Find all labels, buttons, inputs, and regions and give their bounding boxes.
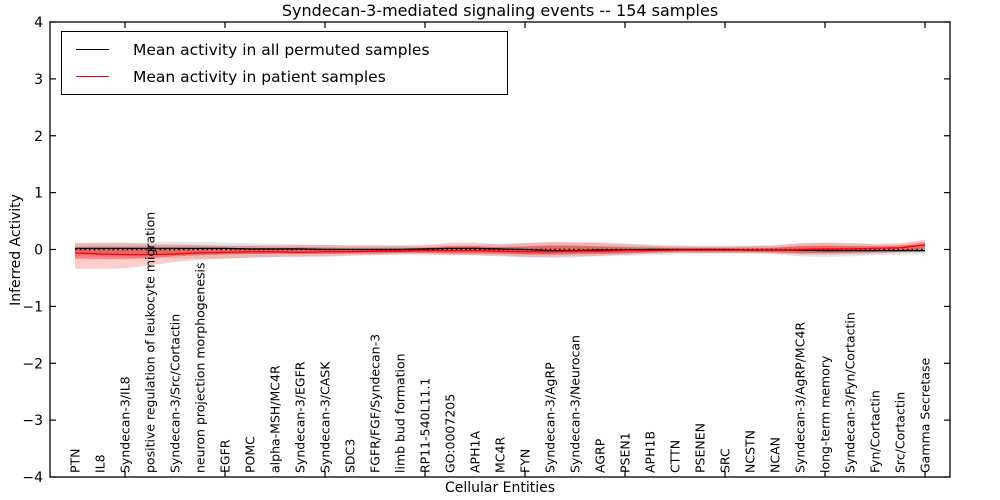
x-category-label: positive regulation of leukocyte migrati… xyxy=(143,212,158,473)
x-category-label: Syndecan-3/CASK xyxy=(318,361,333,473)
x-category-label: IL8 xyxy=(93,454,108,473)
x-category-label: Syndecan-3/AgRP xyxy=(543,362,558,473)
x-category-label: Fyn/Cortactin xyxy=(868,390,883,473)
legend-entry-patient: Mean activity in patient samples xyxy=(62,64,507,90)
x-category-label: FYN xyxy=(518,449,533,473)
x-category-label: PSENEN xyxy=(693,423,708,473)
y-tick-label: 4 xyxy=(34,15,43,31)
x-category-label: SDC3 xyxy=(343,439,358,473)
legend-label-patient: Mean activity in patient samples xyxy=(133,67,386,86)
x-category-label: AGRP xyxy=(593,438,608,473)
x-category-label: Src/Cortactin xyxy=(893,392,908,473)
legend: Mean activity in all permuted samples Me… xyxy=(61,31,508,95)
legend-line-patient-icon xyxy=(76,76,109,77)
x-category-label: Syndecan-3/Src/Cortactin xyxy=(168,314,183,473)
x-category-label: limb bud formation xyxy=(393,353,408,473)
x-category-label: EGFR xyxy=(218,439,233,473)
permuted-band-outer xyxy=(75,241,925,259)
x-category-label: CTTN xyxy=(668,440,683,473)
x-category-label: Syndecan-3/AgRP/MC4R xyxy=(793,322,808,473)
legend-label-permuted: Mean activity in all permuted samples xyxy=(133,40,430,59)
x-category-label: APH1A xyxy=(468,431,483,473)
legend-line-permuted-icon xyxy=(76,49,109,50)
x-axis-label: Cellular Entities xyxy=(444,480,556,496)
x-category-label: MC4R xyxy=(493,437,508,473)
y-tick-label: −3 xyxy=(22,413,43,429)
chart-title: Syndecan-3-mediated signaling events -- … xyxy=(281,1,719,20)
y-tick-label: −1 xyxy=(22,299,43,315)
x-category-label: PSEN1 xyxy=(618,432,633,473)
x-category-label: Syndecan-3/Fyn/Cortactin xyxy=(843,312,858,473)
y-tick-label: 3 xyxy=(34,72,43,88)
y-tick-label: 0 xyxy=(34,243,43,259)
x-category-label: FGFR/FGF/Syndecan-3 xyxy=(368,334,383,473)
x-category-label: neuron projection morphogenesis xyxy=(193,262,208,473)
x-category-label: alpha-MSH/MC4R xyxy=(268,365,283,473)
x-category-label: Syndecan-3/Neurocan xyxy=(568,335,583,473)
x-category-label: Syndecan-3/EGFR xyxy=(293,361,308,473)
x-category-label: GO:0007205 xyxy=(443,394,458,473)
x-category-label: PTN xyxy=(68,448,83,473)
x-category-label: Gamma Secretase xyxy=(918,358,933,473)
y-tick-label: −4 xyxy=(22,470,43,486)
patient-band-outer xyxy=(75,239,925,269)
x-category-label: SRC xyxy=(718,448,733,473)
y-tick-label: 1 xyxy=(34,186,43,202)
patient-mean-line xyxy=(74,244,926,256)
x-category-label: RP11-540L11.1 xyxy=(418,378,433,473)
x-category-label: POMC xyxy=(243,436,258,473)
y-tick-label: −2 xyxy=(22,356,43,372)
x-category-label: APH1B xyxy=(643,431,658,473)
x-category-label: long-term memory xyxy=(818,355,833,473)
x-category-label: Syndecan-3/IL8 xyxy=(118,376,133,473)
legend-entry-permuted: Mean activity in all permuted samples xyxy=(62,37,507,63)
y-tick-label: 2 xyxy=(34,129,43,145)
x-category-label: NCAN xyxy=(768,437,783,473)
x-category-label: NCSTN xyxy=(743,430,758,473)
